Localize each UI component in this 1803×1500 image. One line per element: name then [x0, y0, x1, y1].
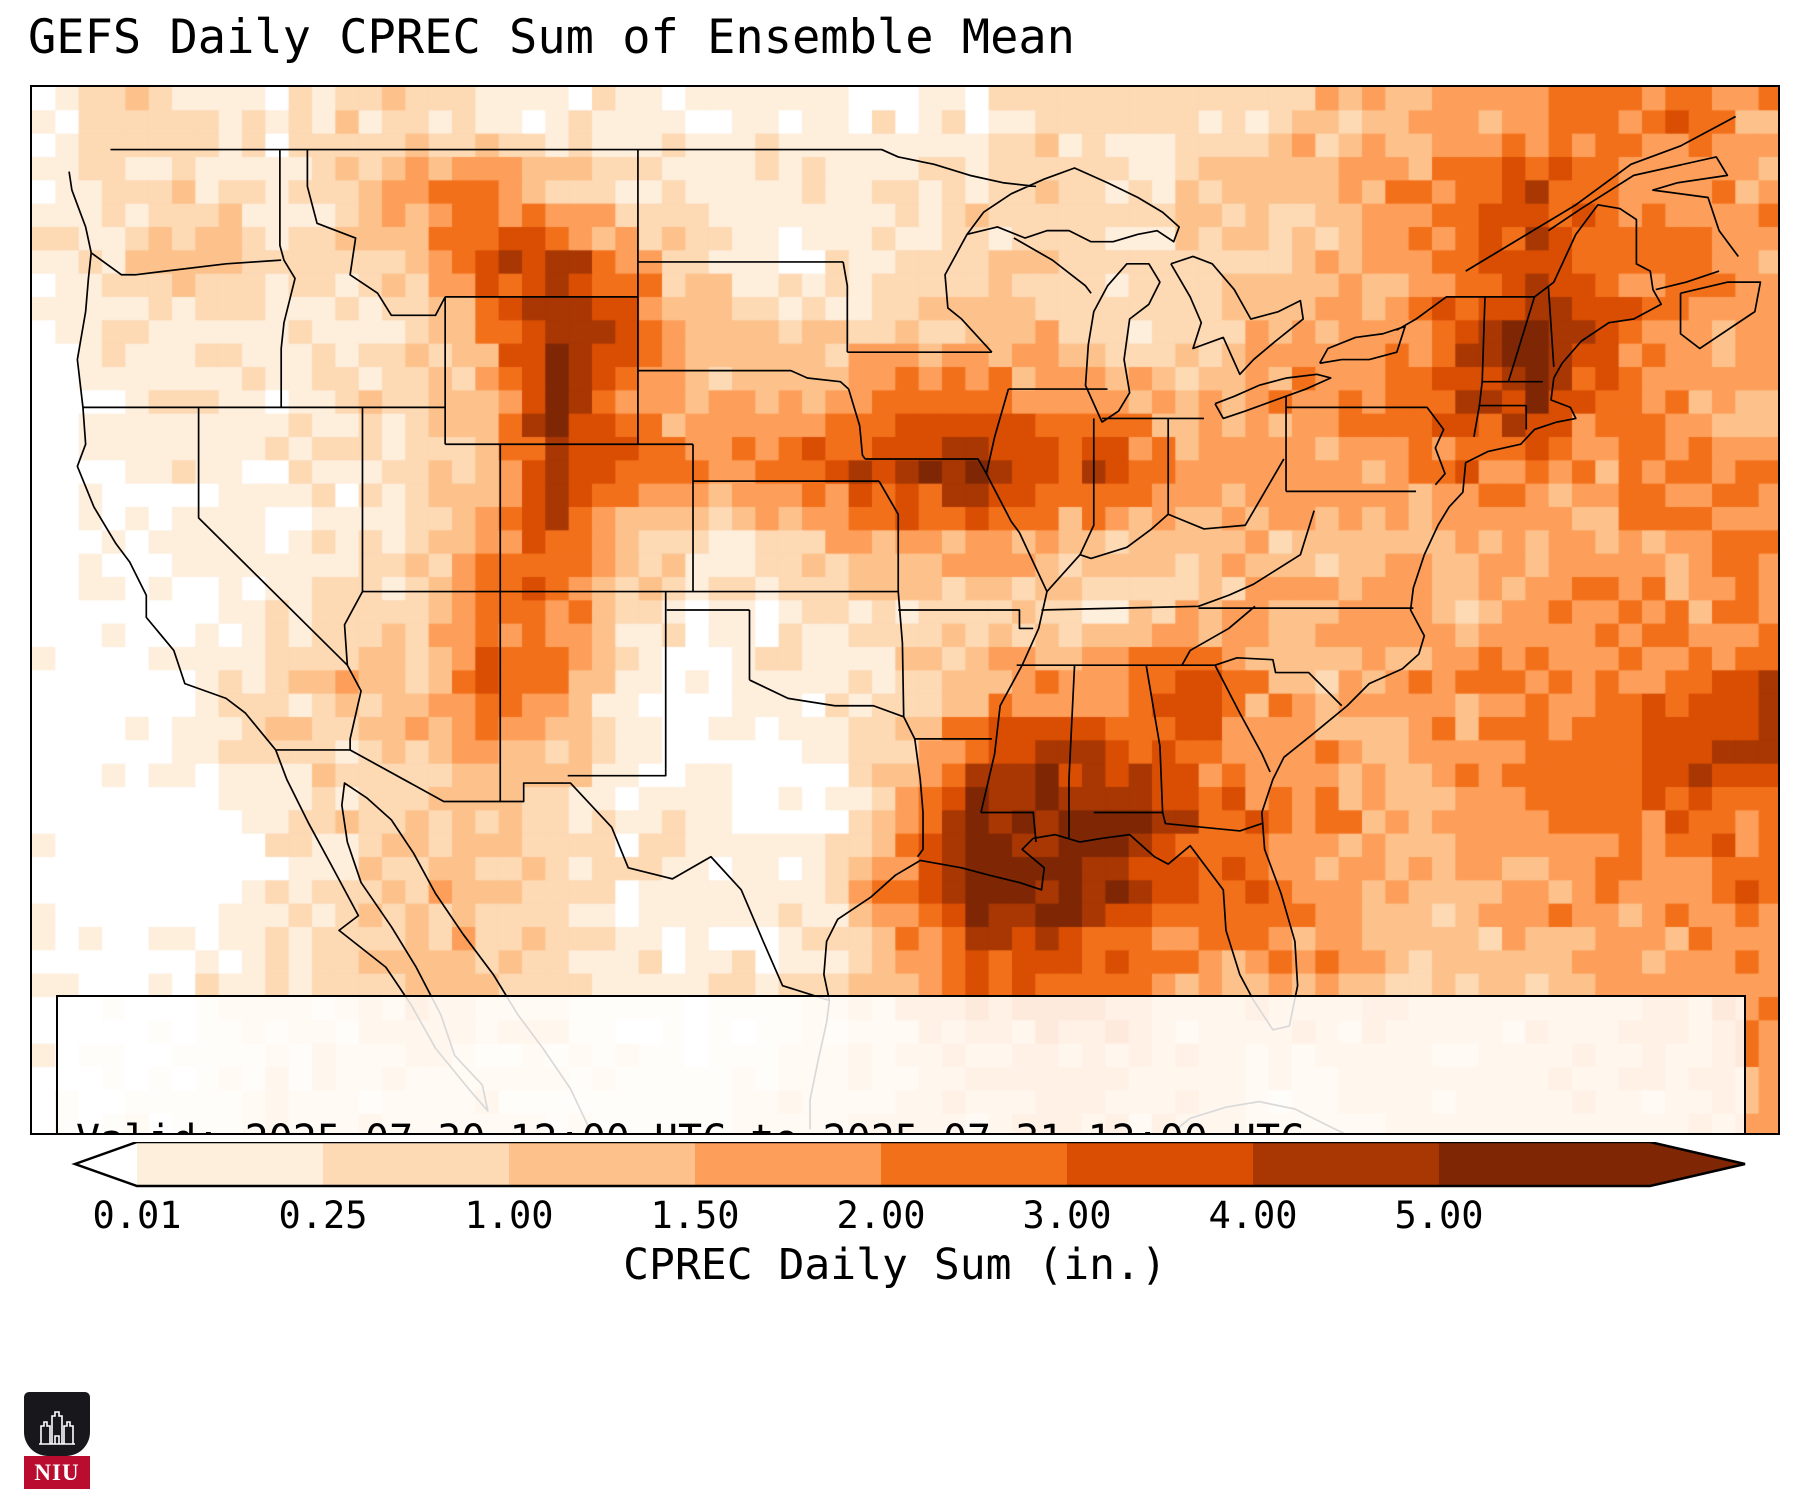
map-panel: Valid: 2025-07-30 12:00 UTC to 2025-07-3… — [30, 85, 1780, 1135]
colorbar-over-band — [1439, 1142, 1650, 1186]
colorbar-tick-label: 0.25 — [278, 1194, 368, 1237]
colorbar-tick-label: 0.01 — [92, 1194, 182, 1237]
colorbar-tick-label: 5.00 — [1394, 1194, 1484, 1237]
colorbar-segment — [881, 1142, 1067, 1186]
info-box: Valid: 2025-07-30 12:00 UTC to 2025-07-3… — [56, 995, 1746, 1133]
castle-icon — [39, 1411, 75, 1445]
colorbar-tick-label: 1.00 — [464, 1194, 554, 1237]
colorbar-segment — [695, 1142, 881, 1186]
colorbar-segment — [323, 1142, 509, 1186]
colorbar-segment — [1067, 1142, 1253, 1186]
colorbar-tick-label: 2.00 — [836, 1194, 926, 1237]
colorbar-segment — [509, 1142, 695, 1186]
valid-time-text: Valid: 2025-07-30 12:00 UTC to 2025-07-3… — [76, 1113, 1726, 1133]
colorbar-segment — [1253, 1142, 1439, 1186]
colorbar-tick-label: 3.00 — [1022, 1194, 1112, 1237]
colorbar-tick-label: 1.50 — [650, 1194, 740, 1237]
colorbar-tick-label: 4.00 — [1208, 1194, 1298, 1237]
figure-title: GEFS Daily CPREC Sum of Ensemble Mean — [28, 10, 1075, 65]
colorbar-label: CPREC Daily Sum (in.) — [623, 1240, 1167, 1290]
colorbar-outline — [71, 1142, 1746, 1188]
state-boundaries-overlay — [68, 115, 1762, 1133]
niu-logo: NIU — [24, 1392, 90, 1489]
boundary-lines — [68, 115, 1762, 1133]
niu-shield — [24, 1392, 90, 1456]
colorbar — [71, 1142, 1746, 1188]
colorbar-under-arrow — [75, 1142, 137, 1186]
colorbar-segment — [137, 1142, 323, 1186]
niu-wordmark: NIU — [24, 1456, 90, 1489]
colorbar-over-arrow — [1650, 1142, 1745, 1186]
